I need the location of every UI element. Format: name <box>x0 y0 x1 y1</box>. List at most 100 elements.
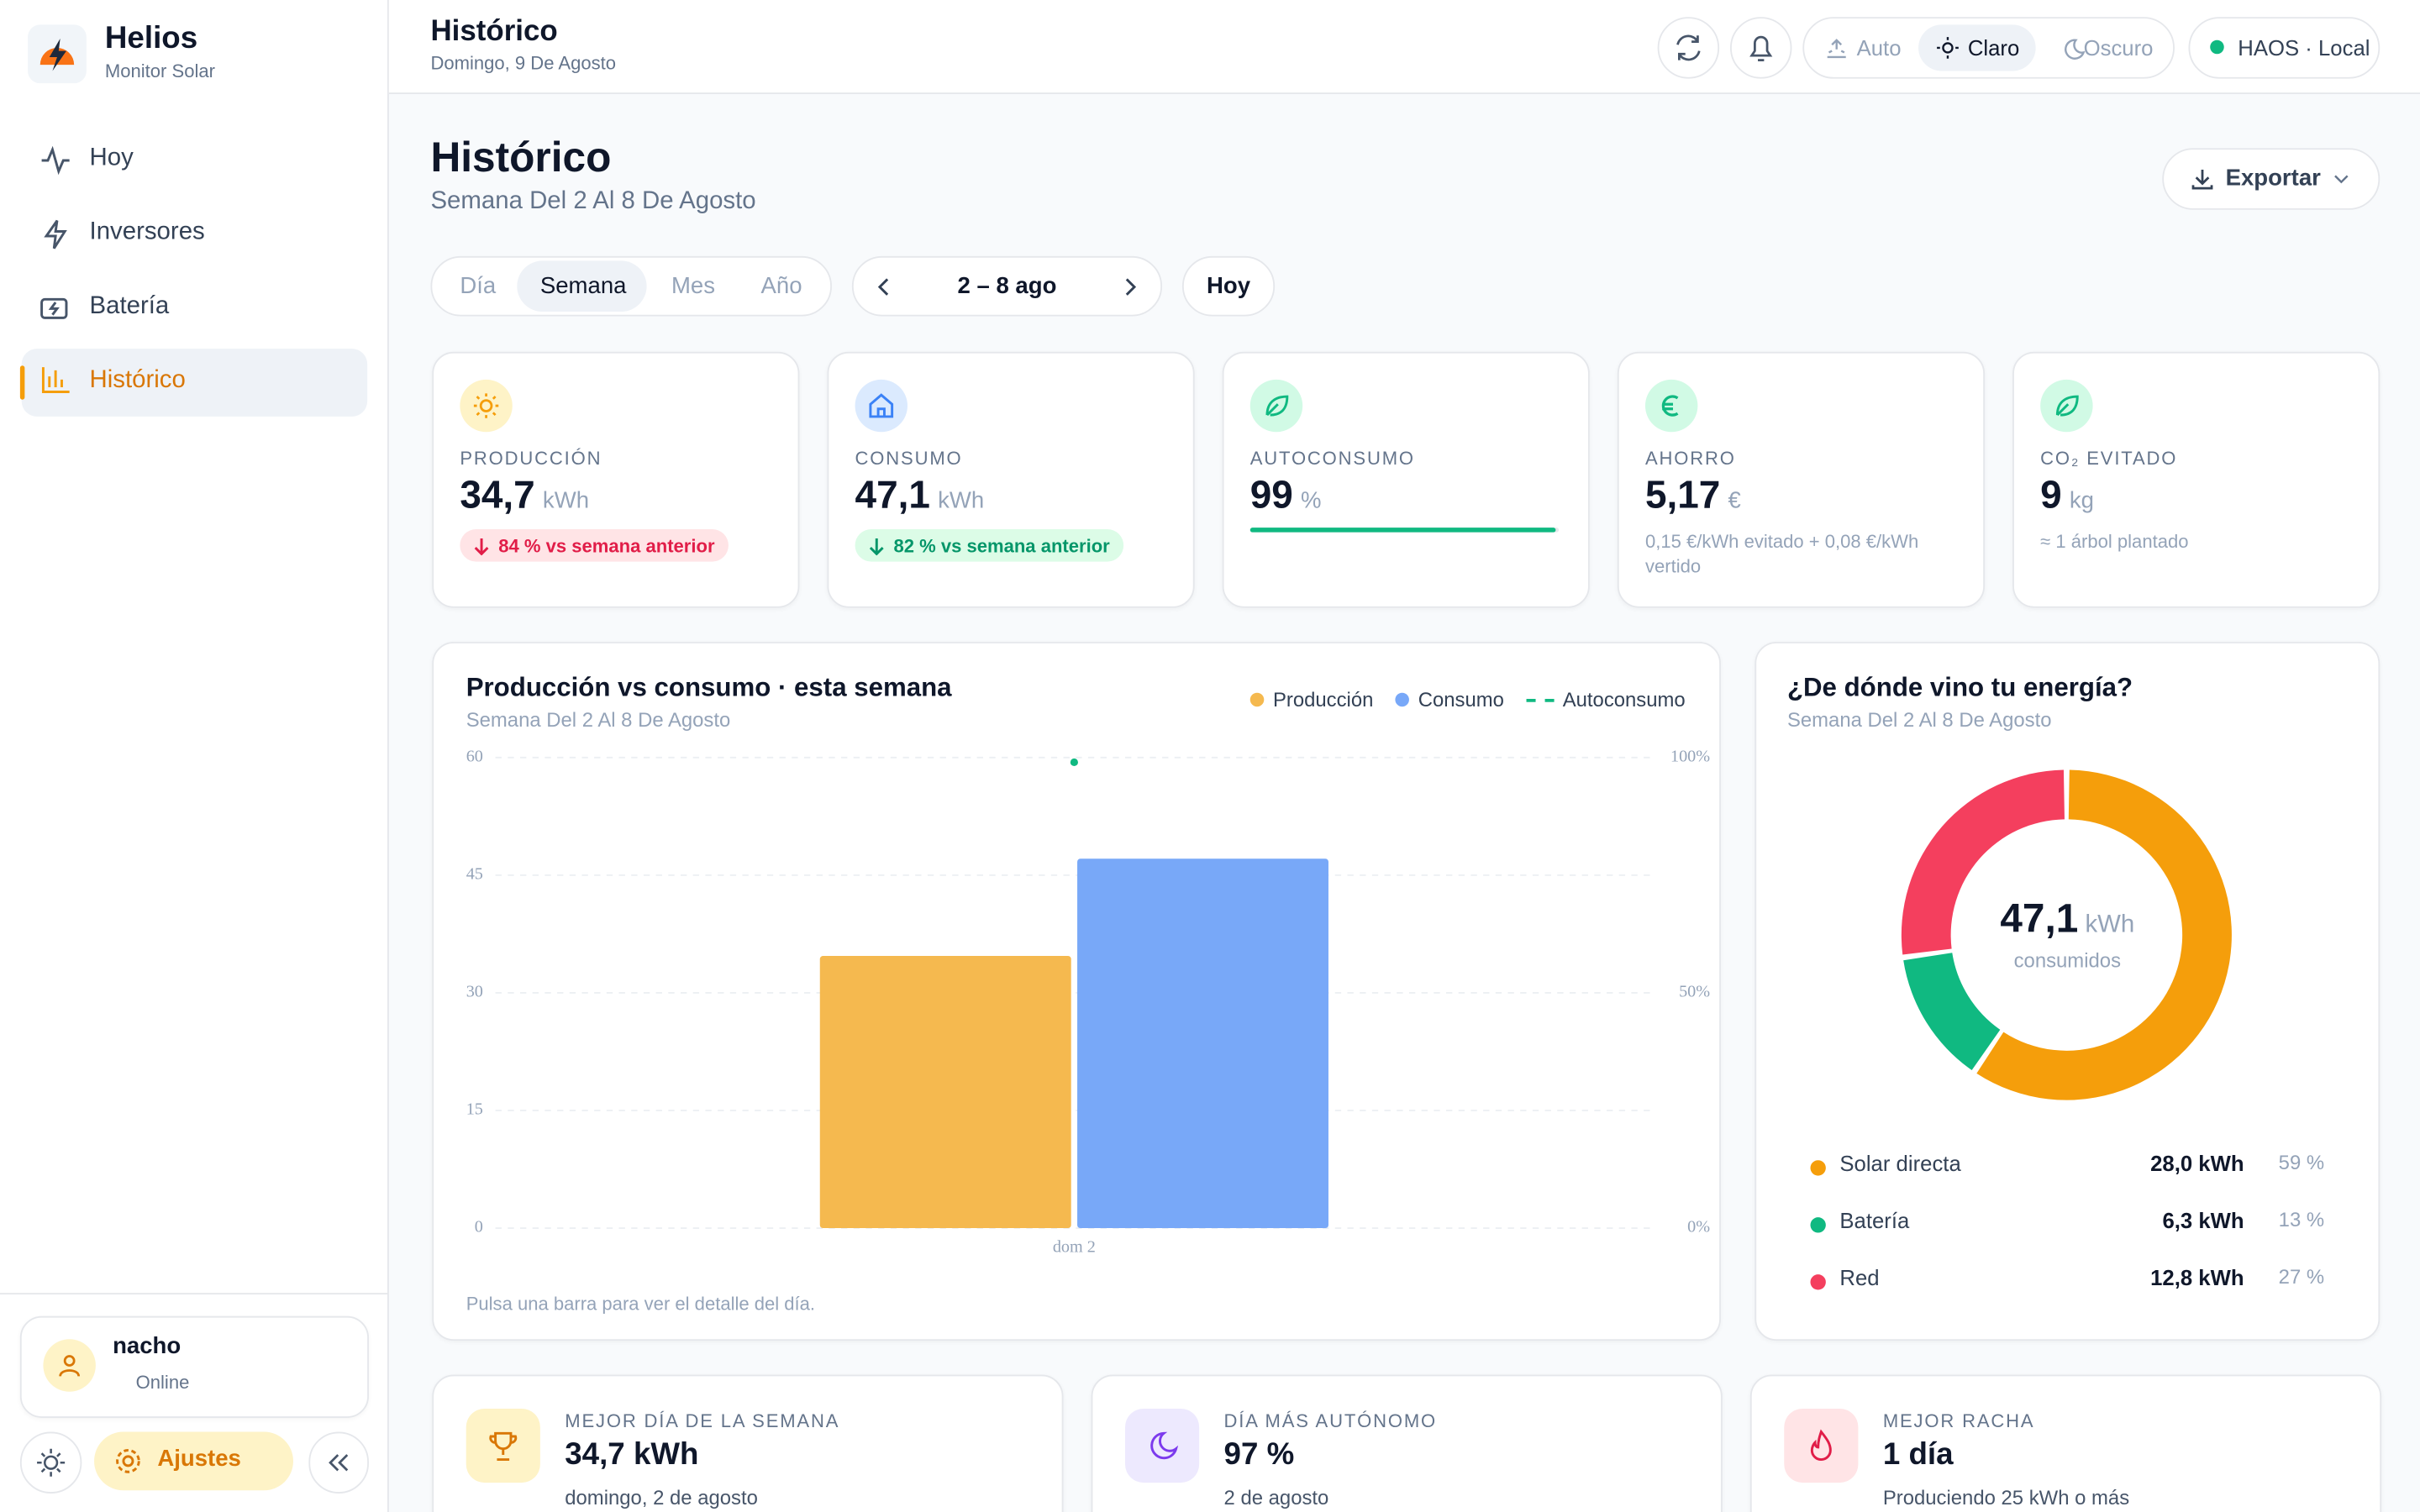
legend-label: Solar directa <box>1839 1151 1961 1176</box>
tab[interactable]: Mes <box>671 273 716 300</box>
kpi-value: 9 <box>2040 473 2062 517</box>
chart-subtitle: Semana Del 2 Al 8 De Agosto <box>1786 708 2052 732</box>
divider <box>0 1293 388 1295</box>
legend-value: 6,3 kWh <box>2162 1208 2244 1233</box>
legend-label: Batería <box>1839 1208 1910 1233</box>
highlight-note: 2 de agosto <box>1223 1485 1329 1509</box>
chart-note: Pulsa una barra para ver el detalle del … <box>466 1293 816 1315</box>
legend-label: Consumo <box>1418 688 1504 711</box>
prev[interactable] <box>877 278 889 296</box>
next[interactable] <box>1125 278 1137 296</box>
refresh-button[interactable] <box>1657 17 1720 79</box>
donut-card: ¿De dónde vino tu energía? Semana Del 2 … <box>1754 642 2381 1341</box>
legend-value: 12,8 kWh <box>2150 1265 2244 1290</box>
legend-label: Producción <box>1272 688 1374 711</box>
kpi-value: 99 <box>1249 473 1293 517</box>
page-subtitle: Semana Del 2 Al 8 De Agosto <box>430 188 756 215</box>
export-button[interactable]: Exportar <box>2162 148 2381 210</box>
highlight-note: Produciendo 25 kWh o más <box>1882 1485 2130 1509</box>
donut-center: 47,1 kWh <box>1756 895 2378 942</box>
collapse-button[interactable] <box>308 1431 369 1494</box>
avatar <box>43 1339 96 1392</box>
legend-percent: 13 % <box>2278 1208 2325 1231</box>
today-label: Hoy <box>1207 273 1251 300</box>
theme-option[interactable]: Oscuro <box>2083 35 2154 60</box>
kpi-delta-text: 82 % vs semana anterior <box>893 534 1110 557</box>
nav-item[interactable]: Inversores <box>89 218 205 246</box>
kpi-note: ≈ 1 árbol plantado <box>2040 530 2189 553</box>
tab[interactable]: Año <box>760 273 802 300</box>
y2-tick-label: 50% <box>1679 983 1710 1001</box>
donut-segment <box>1976 769 2232 1100</box>
theme-option[interactable]: Claro <box>1967 35 2020 60</box>
legend-label: Red <box>1839 1265 1880 1290</box>
bar <box>819 956 1071 1229</box>
kpi-unit: kWh <box>542 487 590 514</box>
y2-tick-label: 0% <box>1687 1218 1710 1236</box>
nav-item[interactable]: Batería <box>89 292 170 320</box>
tab-active <box>517 260 647 312</box>
x-tick-label: dom 2 <box>1053 1238 1096 1257</box>
highlight-value: 97 % <box>1223 1437 1295 1473</box>
legend-swatch <box>1525 698 1554 701</box>
y-tick-label: 60 <box>466 747 483 765</box>
kpi-value-line: 99% <box>1250 474 1322 518</box>
chart-subtitle: Semana Del 2 Al 8 De Agosto <box>466 708 731 732</box>
today-button[interactable]: Hoy <box>1181 255 1276 317</box>
sidebar: Helios Monitor Solar Hoy Inversores Bate… <box>0 0 389 1512</box>
kpi-value: 5,17 <box>1644 473 1721 517</box>
legend: Producción Consumo Autoconsumo <box>1249 688 1686 711</box>
legend-swatch <box>1810 1274 1826 1290</box>
highlight-value: 1 día <box>1882 1437 1954 1473</box>
kpi-value-line: 5,17 € <box>1645 474 1741 518</box>
highlight-value: 34,7 kWh <box>565 1437 699 1473</box>
kpi-value: 47,1 <box>855 473 930 517</box>
theme-button[interactable] <box>19 1431 82 1494</box>
highlight-note: domingo, 2 de agosto <box>565 1485 758 1509</box>
kpi-note: 0,15 €/kWh evitado + 0,08 €/kWh vertido <box>1644 530 1919 577</box>
center-value: 47,1 <box>2000 895 2079 942</box>
kpi-value-line: 34,7 kWh <box>460 474 589 518</box>
highlight-icon <box>466 1408 540 1483</box>
tab[interactable]: Semana <box>539 273 627 300</box>
export-label: Exportar <box>2225 165 2321 192</box>
notifications-button[interactable] <box>1729 17 1792 79</box>
kpi-label: AUTOCONSUMO <box>1249 447 1415 470</box>
kpi-value-line: 9 kg <box>2040 474 2094 518</box>
progress-bar <box>1249 528 1556 533</box>
line-point <box>1070 758 1078 767</box>
kpi-icon <box>460 379 513 433</box>
logo <box>28 24 87 84</box>
theme-switch: Auto Claro Oscuro <box>1802 17 2175 79</box>
kpi-label: AHORRO <box>1644 447 1736 470</box>
highlight-card: MEJOR DÍA DE LA SEMANA 34,7 kWh domingo, 2… <box>432 1374 1064 1512</box>
settings-button[interactable]: Ajustes <box>94 1431 293 1491</box>
range-label: 2 – 8 ago <box>957 273 1057 300</box>
legend-percent: 59 % <box>2278 1151 2325 1174</box>
kpi-unit: kWh <box>938 487 985 514</box>
bar-chart-card: Producción vs consumo · esta semana Sema… <box>432 642 1721 1341</box>
kpi-label: PRODUCCIÓN <box>460 447 602 470</box>
legend-swatch <box>1395 692 1409 707</box>
legend-label: Autoconsumo <box>1562 688 1686 711</box>
settings-label: Ajustes <box>157 1446 241 1473</box>
theme-option[interactable]: Auto <box>1856 35 1902 60</box>
topbar: Histórico Domingo, 9 De Agosto Auto Clar… <box>388 0 2420 95</box>
y2-tick-label: 100% <box>1670 747 1710 765</box>
user-card[interactable]: nacho Online <box>19 1315 369 1418</box>
kpi-icon <box>2040 379 2093 433</box>
legend-item: Producción <box>1249 688 1373 711</box>
y-tick-label: 0 <box>475 1218 483 1236</box>
brand: Helios <box>104 21 198 56</box>
tab[interactable]: Día <box>460 273 497 300</box>
nav-item[interactable]: Histórico <box>89 367 186 394</box>
highlight-icon <box>1784 1408 1859 1483</box>
nav-item[interactable]: Hoy <box>89 144 134 171</box>
highlight-icon <box>1124 1408 1200 1483</box>
kpi-value-line: 47,1 kWh <box>855 474 985 518</box>
kpi-unit: € <box>1728 487 1741 514</box>
connection-label: HAOS · Local <box>2238 35 2370 60</box>
kpi-card: PRODUCCIÓN 34,7 kWh 84 % vs semana anterior <box>432 351 800 608</box>
y-tick-label: 15 <box>466 1100 483 1119</box>
